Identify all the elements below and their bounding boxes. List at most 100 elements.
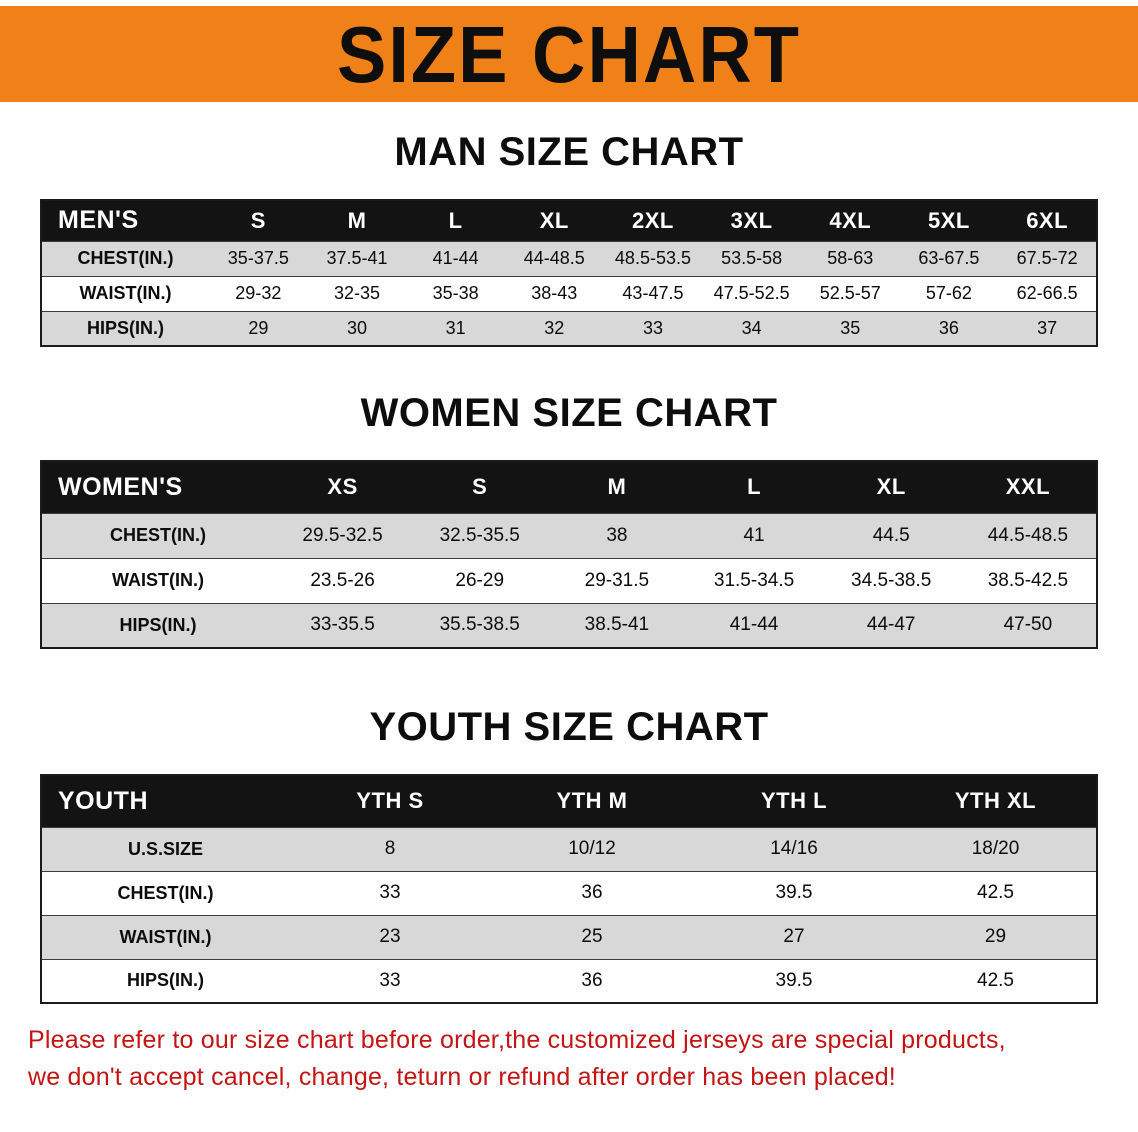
size-column-header: XXL	[1005, 474, 1051, 500]
row-label: WAIST(IN.)	[119, 926, 212, 947]
size-value-cell: 41-44	[729, 614, 779, 636]
size-value-cell: 38-43	[531, 283, 578, 303]
table-row: CHEST(IN.) 33 36 39.5 42.5	[41, 871, 1097, 915]
size-value-cell: 43-47.5	[622, 283, 684, 303]
size-value-cell: 33	[379, 882, 401, 903]
size-column-header: 5XL	[927, 207, 970, 233]
row-label: HIPS(IN.)	[86, 317, 164, 338]
page-title: SIZE CHART	[337, 9, 801, 99]
size-value-cell: 41	[743, 524, 765, 546]
size-value-cell: 52.5-57	[819, 283, 881, 303]
size-column-header: S	[472, 474, 488, 500]
table-row: HIPS(IN.) 33-35.5 35.5-38.5 38.5-41 41-44 44-…	[41, 603, 1097, 648]
table-header-row: MEN'S S M L XL 2XL 3XL 4XL 5XL 6XL	[41, 200, 1097, 241]
size-value-cell: 48.5-53.5	[614, 248, 691, 268]
size-value-cell: 44.5-48.5	[987, 524, 1069, 546]
size-value-cell: 41-44	[432, 248, 479, 268]
size-value-cell: 39.5	[775, 969, 813, 991]
size-value-cell: 36	[581, 882, 603, 903]
youth-section-title: YOUTH SIZE CHART	[369, 705, 769, 749]
size-value-cell: 32.5-35.5	[439, 524, 520, 546]
women-section-title: WOMEN SIZE CHART	[360, 391, 778, 435]
size-column-header: 3XL	[730, 207, 773, 233]
size-value-cell: 35	[840, 317, 861, 338]
size-value-cell: 35.5-38.5	[439, 614, 520, 636]
table-row: U.S.SIZE 8 10/12 14/16 18/20	[41, 827, 1097, 871]
size-column-header: L	[747, 474, 762, 500]
size-value-cell: 47-50	[1003, 614, 1053, 636]
row-label: CHEST(IN.)	[117, 882, 214, 903]
size-column-header: 6XL	[1026, 207, 1069, 233]
size-value-cell: 44-48.5	[523, 248, 585, 268]
notice-line-2: we don't accept cancel, change, teturn o…	[28, 1063, 896, 1091]
size-value-cell: 33-35.5	[310, 614, 375, 636]
size-column-header: M	[347, 207, 367, 233]
row-label: U.S.SIZE	[127, 838, 203, 859]
table-row: CHEST(IN.) 35-37.5 37.5-41 41-44 44-48.5 48.5…	[41, 241, 1097, 276]
size-value-cell: 33	[642, 317, 663, 338]
size-value-cell: 38.5-41	[584, 614, 650, 636]
size-column-header: YTH M	[556, 788, 628, 814]
size-value-cell: 38.5-42.5	[987, 569, 1069, 591]
youth-size-chart-section: YOUTH SIZE CHART YOUTH YTH S YTH M YTH L YTH…	[0, 705, 1138, 1004]
size-value-cell: 35-38	[432, 283, 479, 303]
size-value-cell: 57-62	[925, 283, 972, 303]
table-row: WAIST(IN.) 23.5-26 26-29 29-31.5 31.5-34.5 34…	[41, 558, 1097, 603]
size-value-cell: 29	[984, 926, 1007, 947]
size-value-cell: 10/12	[568, 838, 616, 859]
table-corner-label: YOUTH	[58, 786, 148, 815]
size-value-cell: 67.5-72	[1016, 248, 1078, 268]
table-corner-label: WOMEN'S	[58, 472, 183, 501]
size-column-header: M	[607, 474, 627, 500]
women-size-chart-section: WOMEN SIZE CHART WOMEN'S XS S M L XL XXL CHEST(…	[0, 391, 1138, 649]
size-column-header: XL	[876, 474, 906, 500]
size-value-cell: 31.5-34.5	[713, 569, 795, 591]
women-size-table: WOMEN'S XS S M L XL XXL CHEST(IN.) 29.5-32.5 32.5…	[40, 460, 1098, 649]
size-value-cell: 42.5	[977, 882, 1014, 903]
size-value-cell: 34	[741, 317, 762, 338]
size-value-cell: 14/16	[770, 838, 818, 859]
notice-line-1: Please refer to our size chart before or…	[28, 1026, 1006, 1054]
size-value-cell: 47.5-52.5	[713, 283, 790, 303]
table-header-row: WOMEN'S XS S M L XL XXL	[41, 461, 1097, 513]
men-size-table: MEN'S S M L XL 2XL 3XL 4XL 5XL 6XL CHEST(IN.) 35-37…	[40, 199, 1098, 347]
size-value-cell: 38	[606, 524, 628, 546]
size-value-cell: 30	[346, 317, 367, 338]
table-row: HIPS(IN.) 29 30 31 32 33 34 35 36 37	[41, 311, 1097, 346]
size-value-cell: 42.5	[977, 969, 1014, 991]
table-row: WAIST(IN.) 23 25 27 29	[41, 915, 1097, 959]
size-value-cell: 32-35	[333, 283, 380, 303]
size-value-cell: 37	[1037, 317, 1058, 338]
row-label: CHEST(IN.)	[77, 248, 174, 268]
size-value-cell: 33	[379, 969, 401, 991]
size-value-cell: 36	[938, 317, 959, 338]
size-value-cell: 23	[379, 926, 401, 947]
size-column-header: YTH S	[356, 788, 424, 814]
size-value-cell: 39.5	[775, 882, 813, 903]
size-value-cell: 58-63	[827, 248, 874, 268]
size-value-cell: 44.5	[872, 524, 910, 546]
size-value-cell: 37.5-41	[326, 248, 388, 268]
table-row: CHEST(IN.) 29.5-32.5 32.5-35.5 38 41 44.5 44.5…	[41, 513, 1097, 558]
men-size-chart-section: MAN SIZE CHART MEN'S S M L XL 2XL 3XL 4XL 5XL 6XL…	[0, 130, 1138, 347]
size-chart-banner: SIZE CHART	[0, 6, 1138, 102]
size-value-cell: 31	[445, 317, 466, 338]
size-column-header: XS	[327, 474, 358, 500]
size-value-cell: 63-67.5	[918, 248, 980, 268]
size-value-cell: 34.5-38.5	[851, 569, 932, 591]
youth-size-table: YOUTH YTH S YTH M YTH L YTH XL U.S.SIZE 8 10/12…	[40, 774, 1098, 1004]
size-value-cell: 27	[783, 926, 805, 947]
size-value-cell: 29.5-32.5	[302, 524, 383, 546]
size-value-cell: 25	[581, 926, 603, 947]
size-column-header: XL	[539, 207, 569, 233]
size-column-header: 2XL	[632, 207, 674, 233]
size-value-cell: 44-47	[866, 614, 916, 636]
size-value-cell: 8	[384, 838, 396, 859]
table-corner-label: MEN'S	[58, 206, 139, 235]
size-chart-page: SIZE CHART MAN SIZE CHART MEN'S S M L XL 2XL 3…	[0, 6, 1138, 1091]
size-column-header: L	[448, 207, 463, 233]
size-value-cell: 53.5-58	[721, 248, 783, 268]
row-label: HIPS(IN.)	[126, 970, 204, 991]
table-row: WAIST(IN.) 29-32 32-35 35-38 38-43 43-47.5 47.…	[41, 276, 1097, 311]
size-column-header: YTH XL	[954, 788, 1037, 814]
